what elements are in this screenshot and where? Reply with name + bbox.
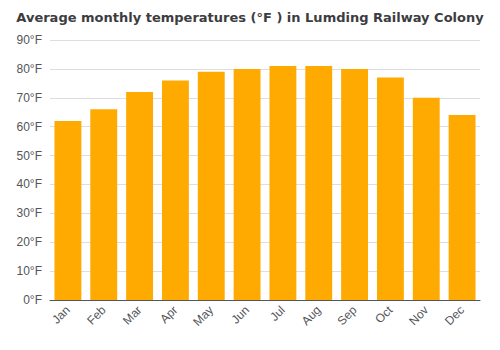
svg-text:0°F: 0°F [23, 293, 42, 307]
svg-text:Jul: Jul [267, 303, 288, 324]
svg-text:Aug: Aug [299, 303, 324, 328]
svg-text:80°F: 80°F [17, 62, 42, 76]
svg-text:Nov: Nov [406, 303, 431, 328]
svg-text:Jun: Jun [228, 303, 252, 327]
svg-text:Sep: Sep [335, 303, 360, 328]
svg-text:40°F: 40°F [17, 177, 42, 191]
svg-text:60°F: 60°F [17, 120, 42, 134]
svg-text:90°F: 90°F [17, 33, 42, 47]
svg-text:Apr: Apr [157, 303, 180, 326]
svg-text:Jan: Jan [49, 303, 73, 327]
svg-text:Dec: Dec [442, 303, 467, 328]
svg-text:10°F: 10°F [17, 264, 42, 278]
svg-text:Oct: Oct [372, 303, 396, 327]
svg-text:50°F: 50°F [17, 149, 42, 163]
svg-text:Mar: Mar [120, 303, 145, 327]
svg-text:Feb: Feb [84, 303, 109, 328]
svg-text:May: May [190, 303, 216, 329]
svg-text:30°F: 30°F [17, 206, 42, 220]
svg-text:Average monthly temperatures (: Average monthly temperatures (°F ) in Lu… [16, 10, 484, 25]
svg-text:20°F: 20°F [17, 235, 42, 249]
svg-text:70°F: 70°F [17, 91, 42, 105]
